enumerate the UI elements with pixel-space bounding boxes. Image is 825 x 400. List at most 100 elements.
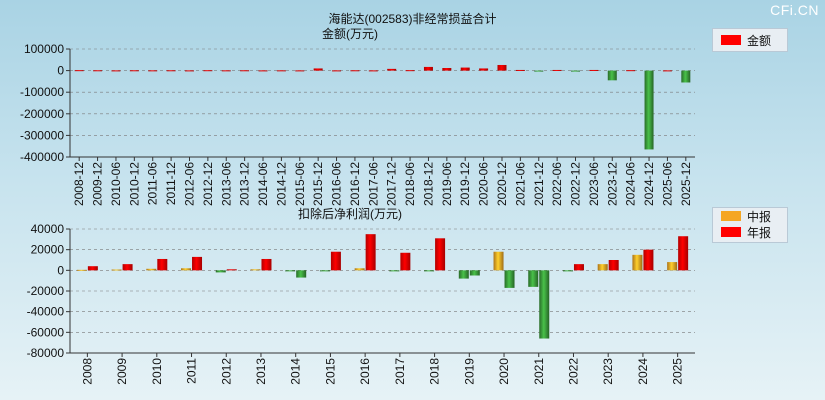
chart1-bar-金额-2018-06 [405, 70, 415, 72]
chart1-bar-金额-2008-12 [74, 70, 84, 72]
chart1-bar-金额-2016-12 [350, 70, 360, 72]
chart2-bar-中报-2019 [458, 270, 469, 279]
chart1-xtick-label: 2010-12 [127, 162, 141, 206]
chart1-bar-金额-2014-12 [276, 70, 286, 72]
legend-label-amount: 金额 [747, 33, 772, 48]
chart1-bar-金额-2023-06 [589, 69, 599, 71]
chart2-bar-中报-2018 [424, 270, 435, 272]
chart1-bar-金额-2014-06 [258, 70, 268, 72]
chart2-bar-年报-2011 [192, 256, 203, 271]
chart2-xtick-label: 2016 [358, 358, 372, 385]
chart2-xtick-label: 2022 [566, 358, 580, 385]
chart2-bar-年报-2016 [365, 234, 376, 271]
chart1-bar-金额-2018-12 [423, 66, 433, 71]
chart2-bar-中报-2009 [111, 269, 122, 271]
chart2-bar-中报-2015 [319, 270, 330, 272]
chart2-xtick-label: 2021 [532, 358, 546, 385]
chart2-bar-中报-2022 [562, 270, 573, 272]
chart1-bar-金额-2012-06 [184, 70, 194, 72]
chart2-xtick-label: 2023 [601, 358, 615, 385]
chart2-bar-中报-2024 [632, 254, 643, 271]
chart1-bar-金额-2022-12 [571, 70, 581, 72]
chart1-xtick-label: 2012-12 [201, 162, 215, 206]
chart2-bar-年报-2014 [296, 270, 307, 278]
chart1-xtick-label: 2013-06 [219, 162, 233, 206]
chart1-ytick-label: -100000 [20, 85, 64, 99]
chart1-title: 金额(万元) [322, 27, 378, 41]
chart2-bar-年报-2015 [330, 251, 341, 271]
chart2-bar-年报-2010 [157, 258, 168, 271]
chart1-xtick-label: 2020-12 [495, 162, 509, 206]
chart1-bar-金额-2021-06 [515, 69, 525, 71]
chart2-legend: 中报 年报 [712, 207, 788, 243]
chart2-xtick-label: 2013 [254, 358, 268, 385]
chart1-xtick-label: 2024-06 [624, 162, 638, 206]
chart1-bar-金额-2023-12 [607, 70, 617, 81]
chart1-xtick-label: 2016-06 [330, 162, 344, 206]
chart1-bar-金额-2020-12 [497, 64, 507, 71]
chart2-bar-年报-2012 [226, 269, 237, 271]
chart1-xtick-label: 2016-12 [348, 162, 362, 206]
chart2-bar-中报-2021 [528, 270, 539, 287]
chart1-xtick-label: 2021-12 [532, 162, 546, 206]
chart1-ytick-label: 0 [57, 64, 64, 78]
chart2-bar-年报-2020 [504, 270, 515, 288]
chart1-bar-金额-2019-12 [460, 67, 470, 71]
chart1-xtick-label: 2012-06 [182, 162, 196, 206]
chart1-xtick-label: 2014-06 [256, 162, 270, 206]
chart2-bar-年报-2009 [122, 264, 133, 271]
chart2-ytick-label: 40000 [31, 222, 65, 236]
chart2-xtick-label: 2024 [636, 358, 650, 385]
legend-label-interim: 中报 [747, 209, 772, 224]
legend-item-amount: 金额 [713, 29, 787, 51]
chart2-ytick-label: 20000 [31, 243, 65, 257]
chart2-bar-年报-2008 [87, 266, 98, 271]
chart2-bar-年报-2019 [469, 270, 480, 276]
chart1-xtick-label: 2017-12 [385, 162, 399, 206]
chart1-bar-金额-2024-06 [626, 70, 636, 72]
chart1-bar-金额-2011-12 [166, 70, 176, 72]
chart2-bar-年报-2018 [435, 238, 446, 271]
chart1-bar-金额-2015-12 [313, 68, 323, 71]
chart1-bar-金额-2025-12 [681, 70, 691, 83]
chart1-ytick-label: -200000 [20, 107, 64, 121]
chart2-xtick-label: 2017 [393, 358, 407, 385]
watermark-logo: CFi.CN [770, 2, 819, 18]
chart1-bar-金额-2019-06 [442, 68, 452, 71]
chart1-ytick-label: -300000 [20, 128, 64, 142]
chart1-xtick-label: 2020-06 [477, 162, 491, 206]
chart2-xtick-label: 2025 [671, 358, 685, 385]
chart1-bar-金额-2024-12 [644, 70, 654, 150]
legend-item-interim: 中报 [713, 208, 787, 224]
chart2-xtick-label: 2011 [185, 358, 199, 384]
chart2-bar-年报-2025 [678, 236, 689, 271]
chart2-ytick-label: -40000 [27, 305, 65, 319]
chart2-xtick-label: 2015 [323, 358, 337, 385]
chart2-xtick-label: 2009 [115, 358, 129, 385]
chart2-bar-中报-2011 [181, 268, 192, 271]
chart1-bar-金额-2017-06 [368, 70, 378, 72]
chart1-xtick-label: 2008-12 [72, 162, 86, 206]
chart1-xtick-label: 2011-12 [164, 162, 178, 205]
chart2-xtick-label: 2018 [428, 358, 442, 385]
legend-swatch-interim [721, 211, 741, 221]
legend-label-annual: 年报 [747, 225, 772, 240]
legend-swatch-amount [721, 35, 741, 45]
chart2-bar-中报-2013 [250, 269, 261, 271]
chart1-bar-金额-2013-06 [221, 70, 231, 72]
chart1-xtick-label: 2013-12 [238, 162, 252, 206]
legend-swatch-annual [721, 227, 741, 237]
chart2-ytick-label: -60000 [27, 325, 65, 339]
chart1-xtick-label: 2019-12 [458, 162, 472, 206]
chart2-bar-年报-2022 [573, 264, 584, 271]
chart1-xtick-label: 2014-12 [274, 162, 288, 206]
chart2-bar-中报-2020 [493, 251, 504, 271]
chart1-xtick-label: 2015-06 [293, 162, 307, 206]
chart2-bar-中报-2014 [285, 270, 296, 272]
chart2-bar-中报-2025 [667, 262, 678, 271]
chart1-xtick-label: 2021-06 [513, 162, 527, 206]
chart1-ytick-label: 100000 [24, 42, 64, 56]
chart2-bar-年报-2017 [400, 252, 411, 271]
chart2-bar-中报-2008 [76, 269, 87, 271]
chart1-xtick-label: 2015-12 [311, 162, 325, 206]
